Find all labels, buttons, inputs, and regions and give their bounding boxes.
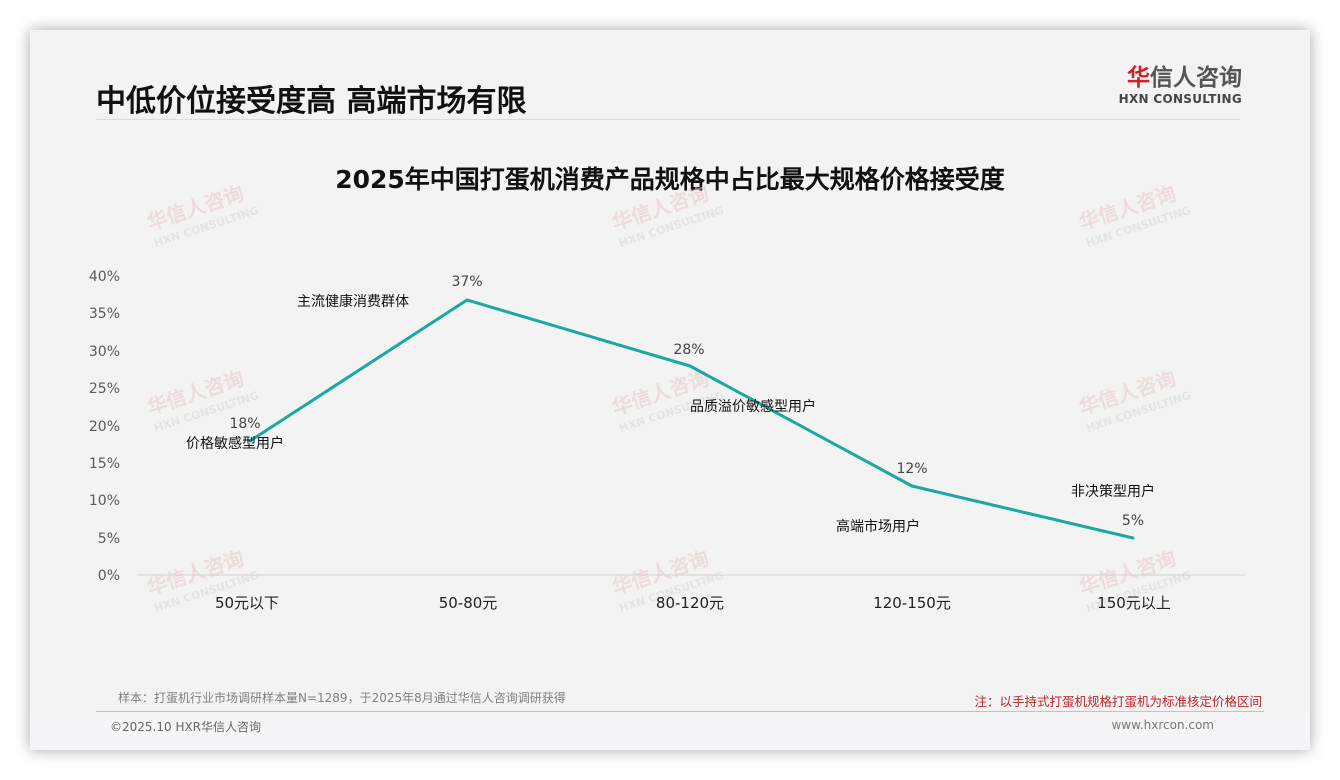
x-tick: 50-80元 — [439, 594, 498, 612]
data-label: 37% — [451, 274, 482, 290]
title-divider — [96, 119, 1240, 120]
x-tick: 80-120元 — [656, 594, 724, 612]
y-tick: 0% — [98, 568, 120, 584]
logo-rest: 信人咨询 — [1150, 65, 1242, 91]
brand-logo: 华信人咨询 HXN CONSULTING — [1112, 64, 1242, 106]
series-line — [248, 298, 1135, 540]
annotation: 非决策型用户 — [1071, 483, 1155, 500]
y-tick: 5% — [98, 531, 120, 547]
y-tick: 20% — [89, 419, 120, 435]
page-title: 中低价位接受度高 高端市场有限 — [96, 84, 527, 119]
y-tick: 25% — [89, 381, 120, 397]
annotation: 价格敏感型用户 — [186, 435, 284, 452]
website-url: www.hxrcon.com — [1111, 718, 1214, 732]
data-label: 5% — [1122, 513, 1144, 529]
annotation: 品质溢价敏感型用户 — [690, 398, 816, 415]
y-tick: 15% — [89, 456, 120, 472]
chart-title: 2025年中国打蛋机消费产品规格中占比最大规格价格接受度 — [335, 165, 1005, 194]
y-tick: 10% — [89, 493, 120, 509]
annotations: 价格敏感型用户 主流健康消费群体 品质溢价敏感型用户 高端市场用户 非决策型用户 — [186, 293, 1155, 535]
price-range-note: 注：以手持式打蛋机规格打蛋机为标准核定价格区间 — [974, 694, 1262, 709]
logo-chinese: 华信人咨询 — [1112, 64, 1242, 92]
data-labels: 18% 37% 28% 12% 5% — [229, 274, 1144, 529]
sample-note: 样本：打蛋机行业市场调研样本量N=1289，于2025年8月通过华信人咨询调研获… — [118, 691, 566, 705]
footer-bar — [30, 712, 1310, 750]
data-label: 28% — [673, 342, 704, 358]
x-tick: 120-150元 — [873, 594, 951, 612]
y-tick: 30% — [89, 344, 120, 360]
x-axis: 50元以下 50-80元 80-120元 120-150元 150元以上 — [215, 594, 1171, 612]
x-tick: 150元以上 — [1097, 594, 1171, 612]
x-tick: 50元以下 — [215, 594, 279, 612]
footer-divider — [96, 711, 1264, 712]
y-axis: 0% 5% 10% 15% 20% 25% 30% 35% 40% — [89, 269, 120, 584]
data-label: 18% — [229, 416, 260, 432]
slide: 中低价位接受度高 高端市场有限 华信人咨询 HXN CONSULTING 202… — [30, 30, 1310, 750]
logo-red-char: 华 — [1127, 65, 1150, 91]
copyright: ©2025.10 HXR华信人咨询 — [110, 720, 262, 734]
data-label: 12% — [896, 461, 927, 477]
y-tick: 40% — [89, 269, 120, 285]
logo-english: HXN CONSULTING — [1118, 92, 1242, 106]
annotation: 高端市场用户 — [836, 518, 920, 535]
y-tick: 35% — [89, 306, 120, 322]
annotation: 主流健康消费群体 — [297, 293, 409, 310]
